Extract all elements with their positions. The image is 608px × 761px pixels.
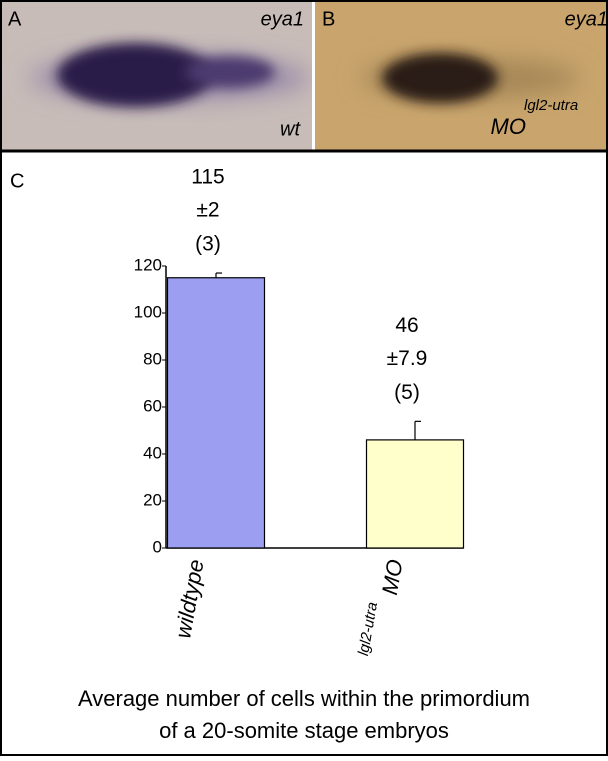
y-tick-label: 100 — [134, 302, 162, 321]
panel-b: B eya1 MO lgl2-utra — [315, 1, 608, 150]
condition-superscript: lgl2-utra — [524, 97, 578, 114]
y-tick-label: 80 — [143, 349, 162, 368]
bar — [168, 278, 265, 548]
condition-label: MO — [491, 114, 526, 139]
n-label: (5) — [394, 381, 420, 404]
value-label: 46 — [395, 314, 418, 337]
bar — [367, 440, 464, 548]
y-tick-label: 40 — [143, 443, 162, 462]
panel-label: C — [10, 170, 24, 192]
caption: Average number of cells within the primo… — [78, 686, 530, 711]
stain-blob — [382, 53, 498, 103]
panel-label: B — [322, 8, 335, 30]
stain-blob — [185, 56, 275, 88]
error-label: ±7.9 — [387, 347, 428, 370]
y-tick-label: 60 — [143, 396, 162, 415]
caption: of a 20-somite stage embryos — [159, 718, 449, 743]
panel-a: A eya1 wt — [1, 1, 312, 150]
panel-label: A — [8, 8, 22, 30]
y-tick-label: 20 — [143, 490, 162, 509]
error-label: ±2 — [196, 199, 219, 222]
n-label: (3) — [195, 233, 221, 256]
condition-label: wt — [280, 118, 301, 140]
gene-label: eya1 — [261, 8, 304, 30]
value-label: 115 — [191, 166, 224, 189]
y-tick-label: 120 — [134, 255, 162, 274]
gene-label: eya1 — [565, 8, 608, 30]
figure: A eya1 wt B eya1 MO lgl2-utra C 0 20 40 60 8… — [0, 0, 608, 756]
y-tick-label: 0 — [153, 537, 162, 556]
